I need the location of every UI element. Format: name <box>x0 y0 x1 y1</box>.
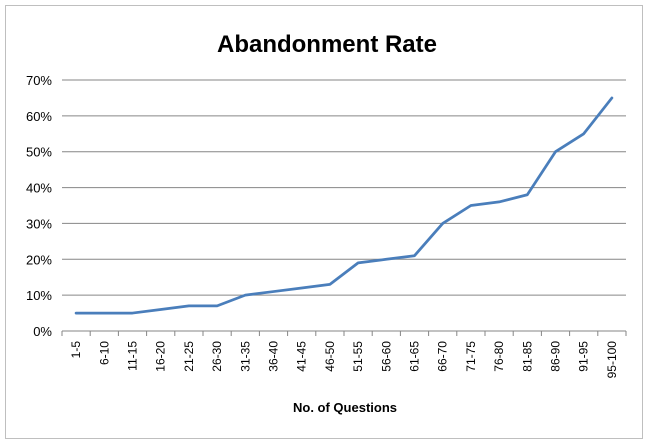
x-tick-label: 46-50 <box>323 341 337 372</box>
x-tick-label: 6-10 <box>97 341 111 365</box>
y-tick-label: 50% <box>26 145 52 160</box>
x-tick-label: 76-80 <box>492 341 506 372</box>
x-tick-label: 41-45 <box>295 341 309 372</box>
x-tick-label: 95-100 <box>605 341 619 379</box>
x-tick-label: 86-90 <box>549 341 563 372</box>
x-tick-label: 56-60 <box>379 341 393 372</box>
x-tick-label: 51-55 <box>351 341 365 372</box>
x-tick-label: 71-75 <box>464 341 478 372</box>
x-tick-label: 16-20 <box>154 341 168 372</box>
y-tick-label: 70% <box>26 73 52 88</box>
x-axis-label: No. of Questions <box>293 400 397 415</box>
gridlines <box>61 79 627 336</box>
chart-frame <box>5 5 643 439</box>
x-tick-label: 61-65 <box>408 341 422 372</box>
series-layer <box>74 96 614 315</box>
x-tick-label: 1-5 <box>69 341 83 359</box>
series-line <box>74 96 614 315</box>
x-tick-label: 21-25 <box>182 341 196 372</box>
y-tick-label: 60% <box>26 109 52 124</box>
x-axis-ticks: 1-5 6-10 11-15 16-20 21-25 26-30 31-35 36-40 41-… <box>69 341 619 379</box>
x-tick-label: 36-40 <box>267 341 281 372</box>
y-tick-label: 10% <box>26 288 52 303</box>
x-tick-label: 31-35 <box>238 341 252 372</box>
y-tick-label: 20% <box>26 252 52 267</box>
chart-title: Abandonment Rate <box>217 31 437 58</box>
x-tick-label: 11-15 <box>126 341 140 371</box>
x-tick-label: 91-95 <box>577 341 591 372</box>
x-tick-label: 26-30 <box>210 341 224 372</box>
x-tick-label: 81-85 <box>520 341 534 372</box>
y-tick-label: 40% <box>26 181 52 196</box>
y-tick-label: 30% <box>26 216 52 231</box>
x-tick-label: 66-70 <box>436 341 450 372</box>
y-tick-label: 0% <box>33 324 52 339</box>
y-axis-ticks: 0% 10% 20% 30% 40% 50% 60% 70% <box>26 73 52 339</box>
